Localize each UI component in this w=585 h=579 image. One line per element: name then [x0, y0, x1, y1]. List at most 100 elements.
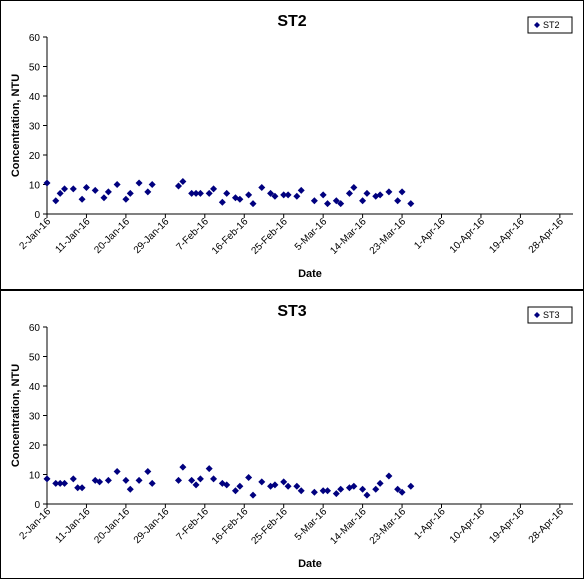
- y-tick-label: 40: [29, 92, 41, 103]
- y-tick-label: 30: [29, 122, 41, 133]
- data-point: [310, 197, 318, 205]
- x-tick-label: 16-Feb-16: [210, 506, 251, 547]
- data-point: [258, 478, 266, 486]
- data-point: [359, 485, 367, 493]
- x-tick-label: 7-Feb-16: [174, 216, 211, 253]
- x-tick-label: 20-Jan-16: [92, 506, 132, 546]
- data-point: [350, 183, 358, 191]
- data-point: [135, 476, 143, 484]
- data-point: [319, 191, 327, 199]
- data-point: [113, 468, 121, 476]
- data-point: [284, 482, 292, 490]
- y-tick-label: 10: [29, 181, 41, 192]
- data-point: [74, 484, 82, 492]
- data-point: [324, 487, 332, 495]
- data-point: [122, 476, 130, 484]
- data-point: [249, 491, 257, 499]
- data-point: [337, 485, 345, 493]
- x-tick-label: 20-Jan-16: [92, 216, 132, 256]
- data-point: [271, 481, 279, 489]
- data-point: [385, 188, 393, 196]
- data-point: [148, 479, 156, 487]
- data-point: [61, 185, 69, 193]
- data-point: [407, 482, 415, 490]
- data-point: [280, 478, 288, 486]
- y-axis-title: Concentration, NTU: [10, 364, 22, 467]
- data-point: [359, 197, 367, 205]
- x-tick-label: 29-Jan-16: [132, 216, 172, 256]
- data-point: [69, 475, 77, 483]
- data-point: [122, 195, 130, 203]
- data-point: [223, 189, 231, 197]
- data-point: [236, 195, 244, 203]
- data-point: [231, 487, 239, 495]
- data-point: [293, 192, 301, 200]
- x-tick-label: 16-Feb-16: [210, 216, 251, 257]
- legend-marker: [534, 312, 540, 318]
- data-point: [210, 185, 218, 193]
- legend-box: [527, 306, 573, 324]
- x-tick-label: 28-Apr-16: [527, 506, 567, 546]
- data-point: [271, 192, 279, 200]
- x-tick-label: 1-Apr-16: [412, 216, 448, 252]
- data-point: [188, 476, 196, 484]
- data-point: [100, 194, 108, 202]
- data-point: [267, 189, 275, 197]
- y-tick-label: 0: [34, 210, 40, 221]
- x-tick-label: 23-Mar-16: [368, 506, 409, 547]
- data-point: [332, 197, 340, 205]
- data-point: [148, 181, 156, 188]
- data-point: [245, 473, 253, 481]
- data-point: [350, 482, 358, 490]
- data-point: [218, 198, 226, 206]
- x-tick-label: 11-Jan-16: [53, 216, 92, 255]
- data-point: [345, 189, 353, 197]
- data-point: [126, 189, 134, 197]
- data-point: [280, 191, 288, 199]
- data-point: [297, 186, 305, 194]
- data-point: [104, 476, 112, 484]
- data-point: [385, 472, 393, 480]
- data-point: [91, 186, 99, 194]
- data-point: [310, 488, 318, 496]
- data-point: [205, 465, 213, 473]
- data-point: [196, 189, 204, 197]
- data-point: [324, 200, 332, 208]
- data-point: [144, 468, 152, 476]
- x-tick-label: 23-Mar-16: [368, 216, 409, 257]
- x-tick-label: 5-Mar-16: [293, 216, 330, 253]
- data-point: [179, 178, 187, 186]
- chart-panel-st3: ST3 0 10 20 30 40 50 60 2-Jan-16 11-Jan-16 20-Jan-…: [0, 290, 584, 579]
- data-point: [249, 200, 257, 208]
- data-point: [319, 487, 327, 495]
- x-tick-label: 2-Jan-16: [17, 506, 53, 542]
- x-tick-label: 29-Jan-16: [132, 506, 172, 546]
- x-tick-label: 19-Apr-16: [487, 506, 527, 546]
- legend-label: ST2: [543, 20, 560, 30]
- y-tick-label: 20: [29, 151, 41, 162]
- chart-title: ST3: [277, 303, 306, 320]
- data-point: [175, 182, 182, 190]
- data-point: [96, 478, 104, 486]
- data-point: [179, 463, 187, 471]
- x-tick-label: 10-Apr-16: [448, 506, 488, 546]
- data-point: [245, 191, 253, 199]
- data-point: [398, 488, 406, 496]
- data-point: [82, 183, 90, 191]
- data-point: [144, 188, 152, 196]
- y-tick-label: 60: [29, 33, 41, 44]
- chart-st3: ST3 0 10 20 30 40 50 60 2-Jan-16 11-Jan-16 20-Jan-…: [10, 303, 573, 570]
- x-tick-label: 19-Apr-16: [487, 216, 527, 256]
- legend-box: [527, 16, 573, 34]
- x-tick-label: 25-Feb-16: [249, 506, 290, 547]
- chart-panel-st2: ST2 0 10 20 30 40 50 60 2-Jan-16 11-Jan-16 20-Jan-…: [0, 0, 584, 290]
- data-point: [363, 189, 371, 197]
- x-tick-label: 1-Apr-16: [412, 506, 448, 542]
- data-point: [52, 479, 60, 487]
- data-point: [188, 189, 196, 197]
- chart-title: ST2: [277, 13, 306, 30]
- data-point: [293, 482, 301, 490]
- data-point: [69, 185, 77, 193]
- x-tick-label: 14-Mar-16: [328, 216, 369, 257]
- data-point: [376, 191, 384, 199]
